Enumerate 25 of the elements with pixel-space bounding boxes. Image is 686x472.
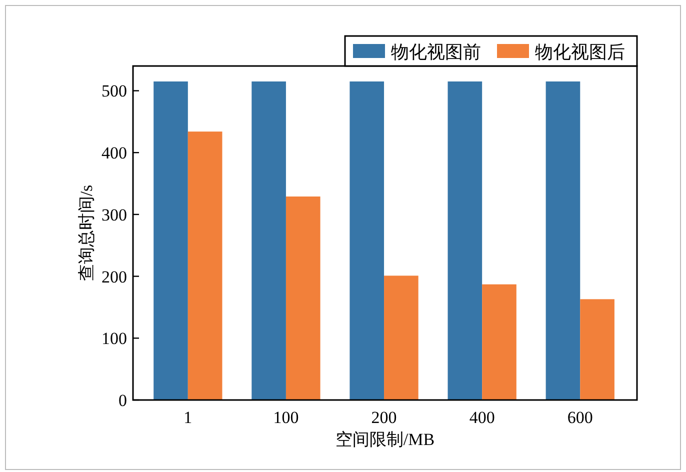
bar	[384, 276, 418, 400]
legend-label: 物化视图后	[535, 42, 625, 62]
x-tick-label: 1	[184, 408, 192, 427]
bar	[448, 81, 482, 400]
bar	[546, 81, 580, 400]
y-tick-label: 400	[102, 144, 127, 163]
legend-label: 物化视图前	[391, 42, 481, 62]
bar	[154, 81, 188, 400]
y-axis-title: 查询总时间/s	[77, 184, 96, 282]
y-tick-label: 300	[102, 205, 127, 224]
bar	[286, 196, 320, 400]
x-tick-label: 400	[469, 408, 495, 427]
y-tick-label: 200	[102, 267, 127, 286]
bar	[350, 81, 384, 400]
x-tick-label: 200	[371, 408, 397, 427]
bar	[252, 81, 286, 400]
bar	[580, 299, 614, 400]
x-tick-label: 100	[273, 408, 299, 427]
bar	[482, 284, 516, 400]
x-axis-title: 空间限制/MB	[335, 430, 435, 449]
y-tick-label: 0	[118, 391, 127, 410]
y-tick-label: 500	[102, 82, 127, 101]
bar	[188, 132, 222, 400]
x-tick-label: 600	[567, 408, 593, 427]
y-tick-label: 100	[102, 329, 127, 348]
